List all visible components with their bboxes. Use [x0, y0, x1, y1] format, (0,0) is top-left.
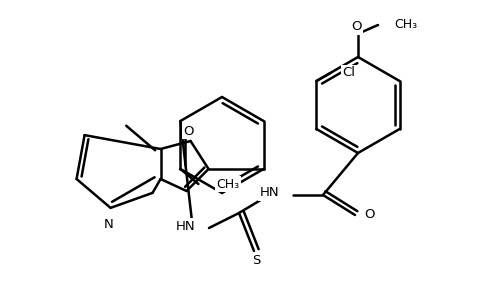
Text: O: O — [364, 208, 374, 221]
Text: HN: HN — [260, 187, 279, 200]
Text: N: N — [104, 218, 113, 231]
Text: HN: HN — [175, 220, 195, 232]
Text: S: S — [252, 254, 260, 268]
Text: O: O — [351, 20, 361, 34]
Text: CH₃: CH₃ — [216, 178, 240, 190]
Text: O: O — [183, 124, 194, 137]
Text: CH₃: CH₃ — [394, 19, 417, 32]
Text: Cl: Cl — [343, 67, 355, 80]
